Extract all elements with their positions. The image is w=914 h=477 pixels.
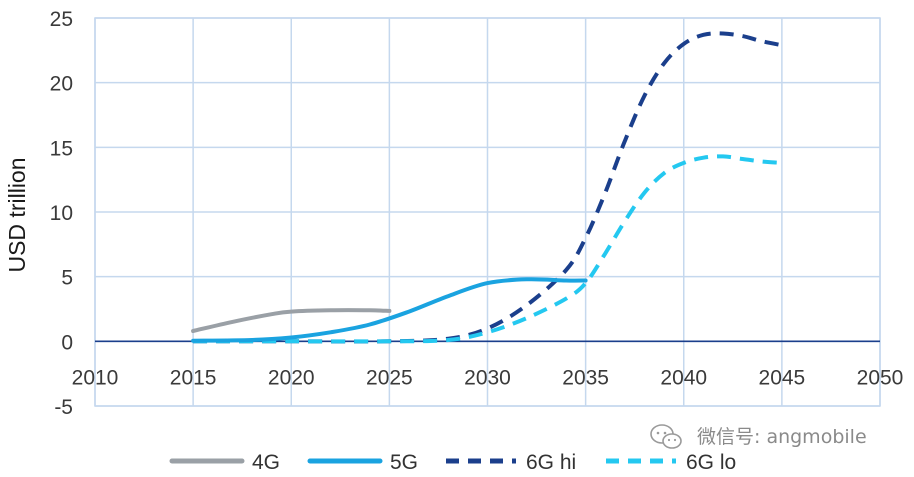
legend-label-6g-lo: 6G lo xyxy=(686,451,736,474)
watermark-text: 微信号: angmobile xyxy=(697,426,867,448)
watermark: 微信号: angmobile xyxy=(650,424,867,449)
x-tick-label: 2020 xyxy=(268,366,315,389)
y-tick-label: 5 xyxy=(61,267,73,290)
legend-label-4g: 4G xyxy=(252,451,280,474)
series-line-6g-lo xyxy=(193,154,783,344)
x-tick-label: 2010 xyxy=(72,366,119,389)
x-tick-label: 2035 xyxy=(562,366,609,389)
x-tick-label: 2025 xyxy=(366,366,413,389)
y-tick-label: 25 xyxy=(50,8,73,31)
y-tick-label: 20 xyxy=(50,73,73,96)
x-tick-label: 2045 xyxy=(759,366,806,389)
y-axis: 25 20 15 10 5 0 -5 xyxy=(50,8,73,419)
legend-label-6g-hi: 6G hi xyxy=(526,451,576,474)
wechat-icon xyxy=(650,424,682,449)
series-line-5g xyxy=(191,277,588,343)
y-tick-label: 15 xyxy=(50,137,73,160)
x-tick-label: 2030 xyxy=(464,366,511,389)
grid xyxy=(94,17,881,407)
x-tick-label: 2015 xyxy=(170,366,217,389)
y-axis-label: USD trillion xyxy=(4,157,30,272)
y-tick-label: -5 xyxy=(54,396,73,419)
series-group xyxy=(191,31,783,344)
y-tick-label: 10 xyxy=(50,202,73,225)
y-tick-label: 0 xyxy=(61,331,73,354)
legend-label-5g: 5G xyxy=(390,451,418,474)
series-line-4g xyxy=(191,308,392,333)
series-line-6g-hi xyxy=(193,31,783,344)
x-tick-label: 2040 xyxy=(660,366,707,389)
x-axis: 2010 2015 2020 2025 2030 2035 2040 2045 2050 xyxy=(72,366,904,389)
x-tick-label: 2050 xyxy=(857,366,904,389)
legend: 4G 5G 6G hi 6G lo xyxy=(169,451,736,474)
